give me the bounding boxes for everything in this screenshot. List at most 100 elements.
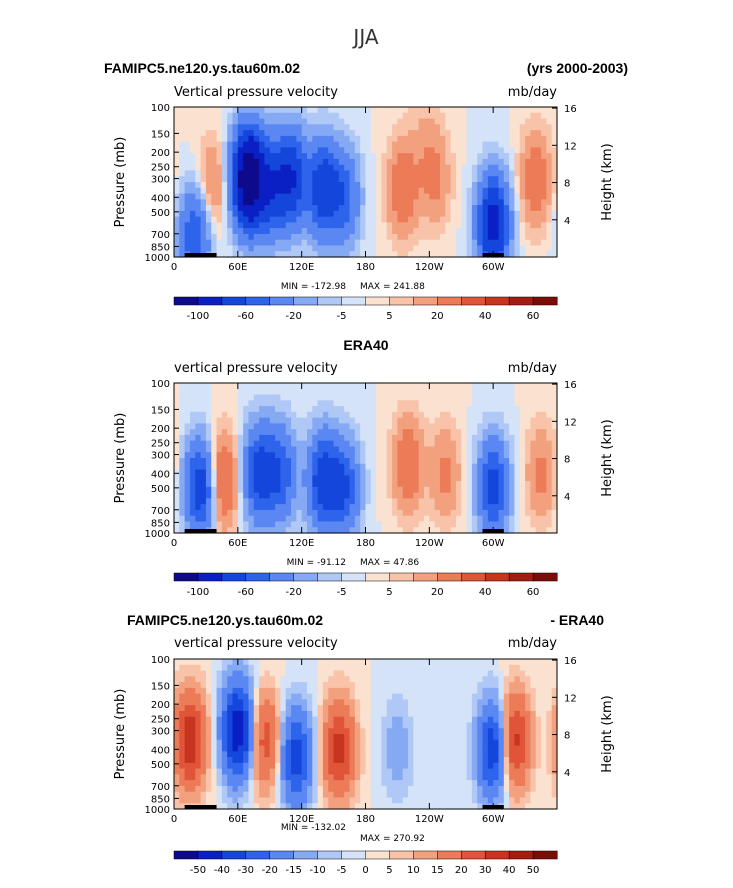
heatmap-cell bbox=[195, 158, 202, 166]
heatmap-cell bbox=[232, 147, 239, 154]
heatmap-cell bbox=[386, 762, 393, 770]
heatmap-cell bbox=[514, 446, 521, 453]
heatmap-cell bbox=[211, 757, 218, 764]
heatmap-cell bbox=[205, 406, 212, 413]
heatmap-cell bbox=[232, 521, 239, 528]
heatmap-cell bbox=[280, 423, 287, 430]
heatmap-cell bbox=[525, 400, 531, 407]
heatmap-cell bbox=[503, 452, 510, 459]
heatmap-cell bbox=[344, 429, 351, 436]
heatmap-cell bbox=[179, 768, 186, 775]
heatmap-cell bbox=[264, 182, 271, 189]
panel-era40-subtitle: vertical pressure velocity bbox=[174, 361, 338, 376]
heatmap-cell bbox=[312, 693, 319, 700]
heatmap-cell bbox=[189, 388, 196, 396]
heatmap-cell bbox=[530, 440, 537, 448]
heatmap-cell bbox=[546, 452, 553, 459]
heatmap-cell bbox=[285, 239, 292, 247]
heatmap-cell bbox=[306, 245, 313, 252]
heatmap-cell bbox=[243, 469, 250, 476]
heatmap-cell bbox=[333, 722, 340, 729]
heatmap-cell bbox=[301, 670, 308, 677]
heatmap-cell bbox=[275, 515, 281, 523]
heatmap-cell bbox=[392, 164, 399, 172]
heatmap-cell bbox=[439, 118, 446, 125]
heatmap-cell bbox=[344, 239, 351, 247]
heatmap-cell bbox=[243, 141, 250, 148]
heatmap-cell bbox=[301, 664, 308, 672]
heatmap-cell bbox=[221, 504, 228, 511]
heatmap-cell bbox=[376, 797, 383, 804]
heatmap-cell bbox=[349, 423, 356, 430]
heatmap-cell bbox=[413, 504, 420, 511]
heatmap-cell bbox=[413, 147, 420, 154]
heatmap-cell bbox=[338, 481, 345, 488]
heatmap-cell bbox=[269, 458, 276, 465]
heatmap-cell bbox=[227, 803, 234, 810]
heatmap-cell bbox=[376, 239, 383, 247]
heatmap-cell bbox=[381, 164, 388, 172]
heatmap-cell bbox=[445, 527, 452, 534]
heatmap-cell bbox=[381, 521, 388, 528]
heatmap-cell bbox=[392, 411, 399, 419]
heatmap-cell bbox=[179, 785, 186, 793]
heatmap-cell bbox=[370, 710, 377, 718]
heatmap-cell bbox=[221, 728, 228, 735]
heatmap-cell bbox=[328, 434, 335, 442]
heatmap-cell bbox=[519, 141, 526, 148]
heatmap-cell bbox=[312, 734, 319, 741]
heatmap-cell bbox=[535, 481, 542, 488]
heatmap-cell bbox=[503, 233, 510, 241]
heatmap-cell bbox=[333, 228, 340, 235]
heatmap-cell bbox=[360, 216, 367, 223]
heatmap-cell bbox=[174, 734, 180, 741]
heatmap-cell bbox=[221, 452, 228, 459]
heatmap-cell bbox=[354, 768, 361, 775]
heatmap-cell bbox=[455, 176, 462, 183]
heatmap-cell bbox=[482, 216, 489, 223]
heatmap-cell bbox=[200, 475, 207, 482]
heatmap-cell bbox=[519, 205, 526, 212]
heatmap-cell bbox=[386, 182, 393, 189]
heatmap-cell bbox=[306, 659, 313, 666]
heatmap-cell bbox=[184, 446, 191, 453]
heatmap-cell bbox=[466, 509, 473, 517]
heatmap-cell bbox=[189, 164, 196, 172]
heatmap-cell bbox=[174, 417, 180, 424]
heatmap-cell bbox=[349, 803, 356, 810]
heatmap-cell bbox=[424, 504, 430, 511]
heatmap-cell bbox=[386, 670, 393, 677]
heatmap-cell bbox=[487, 182, 494, 189]
heatmap-cell bbox=[328, 429, 335, 436]
heatmap-cell bbox=[477, 164, 484, 172]
heatmap-cell bbox=[280, 803, 287, 810]
heatmap-cell bbox=[237, 475, 244, 482]
heatmap-cell bbox=[253, 153, 260, 160]
heatmap-cell bbox=[365, 429, 372, 436]
heatmap-cell bbox=[402, 394, 409, 401]
heatmap-cell bbox=[174, 388, 180, 396]
heatmap-cell bbox=[221, 182, 228, 189]
heatmap-cell bbox=[461, 411, 468, 419]
heatmap-cell bbox=[280, 182, 287, 189]
heatmap-cell bbox=[445, 509, 452, 517]
heatmap-cell bbox=[248, 509, 255, 517]
heatmap-cell bbox=[418, 141, 425, 148]
heatmap-cell bbox=[248, 182, 255, 189]
heatmap-cell bbox=[264, 728, 271, 735]
heatmap-cell bbox=[179, 245, 186, 252]
heatmap-cell bbox=[541, 458, 547, 465]
heatmap-cell bbox=[227, 434, 234, 442]
heatmap-cell bbox=[541, 141, 547, 148]
heatmap-cell bbox=[360, 705, 367, 712]
heatmap-cell bbox=[354, 682, 361, 689]
heatmap-cell bbox=[195, 210, 202, 218]
heatmap-cell bbox=[269, 774, 276, 781]
heatmap-cell bbox=[466, 205, 473, 212]
heatmap-cell bbox=[317, 251, 324, 258]
heatmap-cell bbox=[179, 797, 186, 804]
heatmap-cell bbox=[264, 187, 271, 195]
heatmap-cell bbox=[530, 182, 537, 189]
heatmap-cell bbox=[211, 141, 218, 148]
heatmap-cell bbox=[408, 498, 414, 505]
